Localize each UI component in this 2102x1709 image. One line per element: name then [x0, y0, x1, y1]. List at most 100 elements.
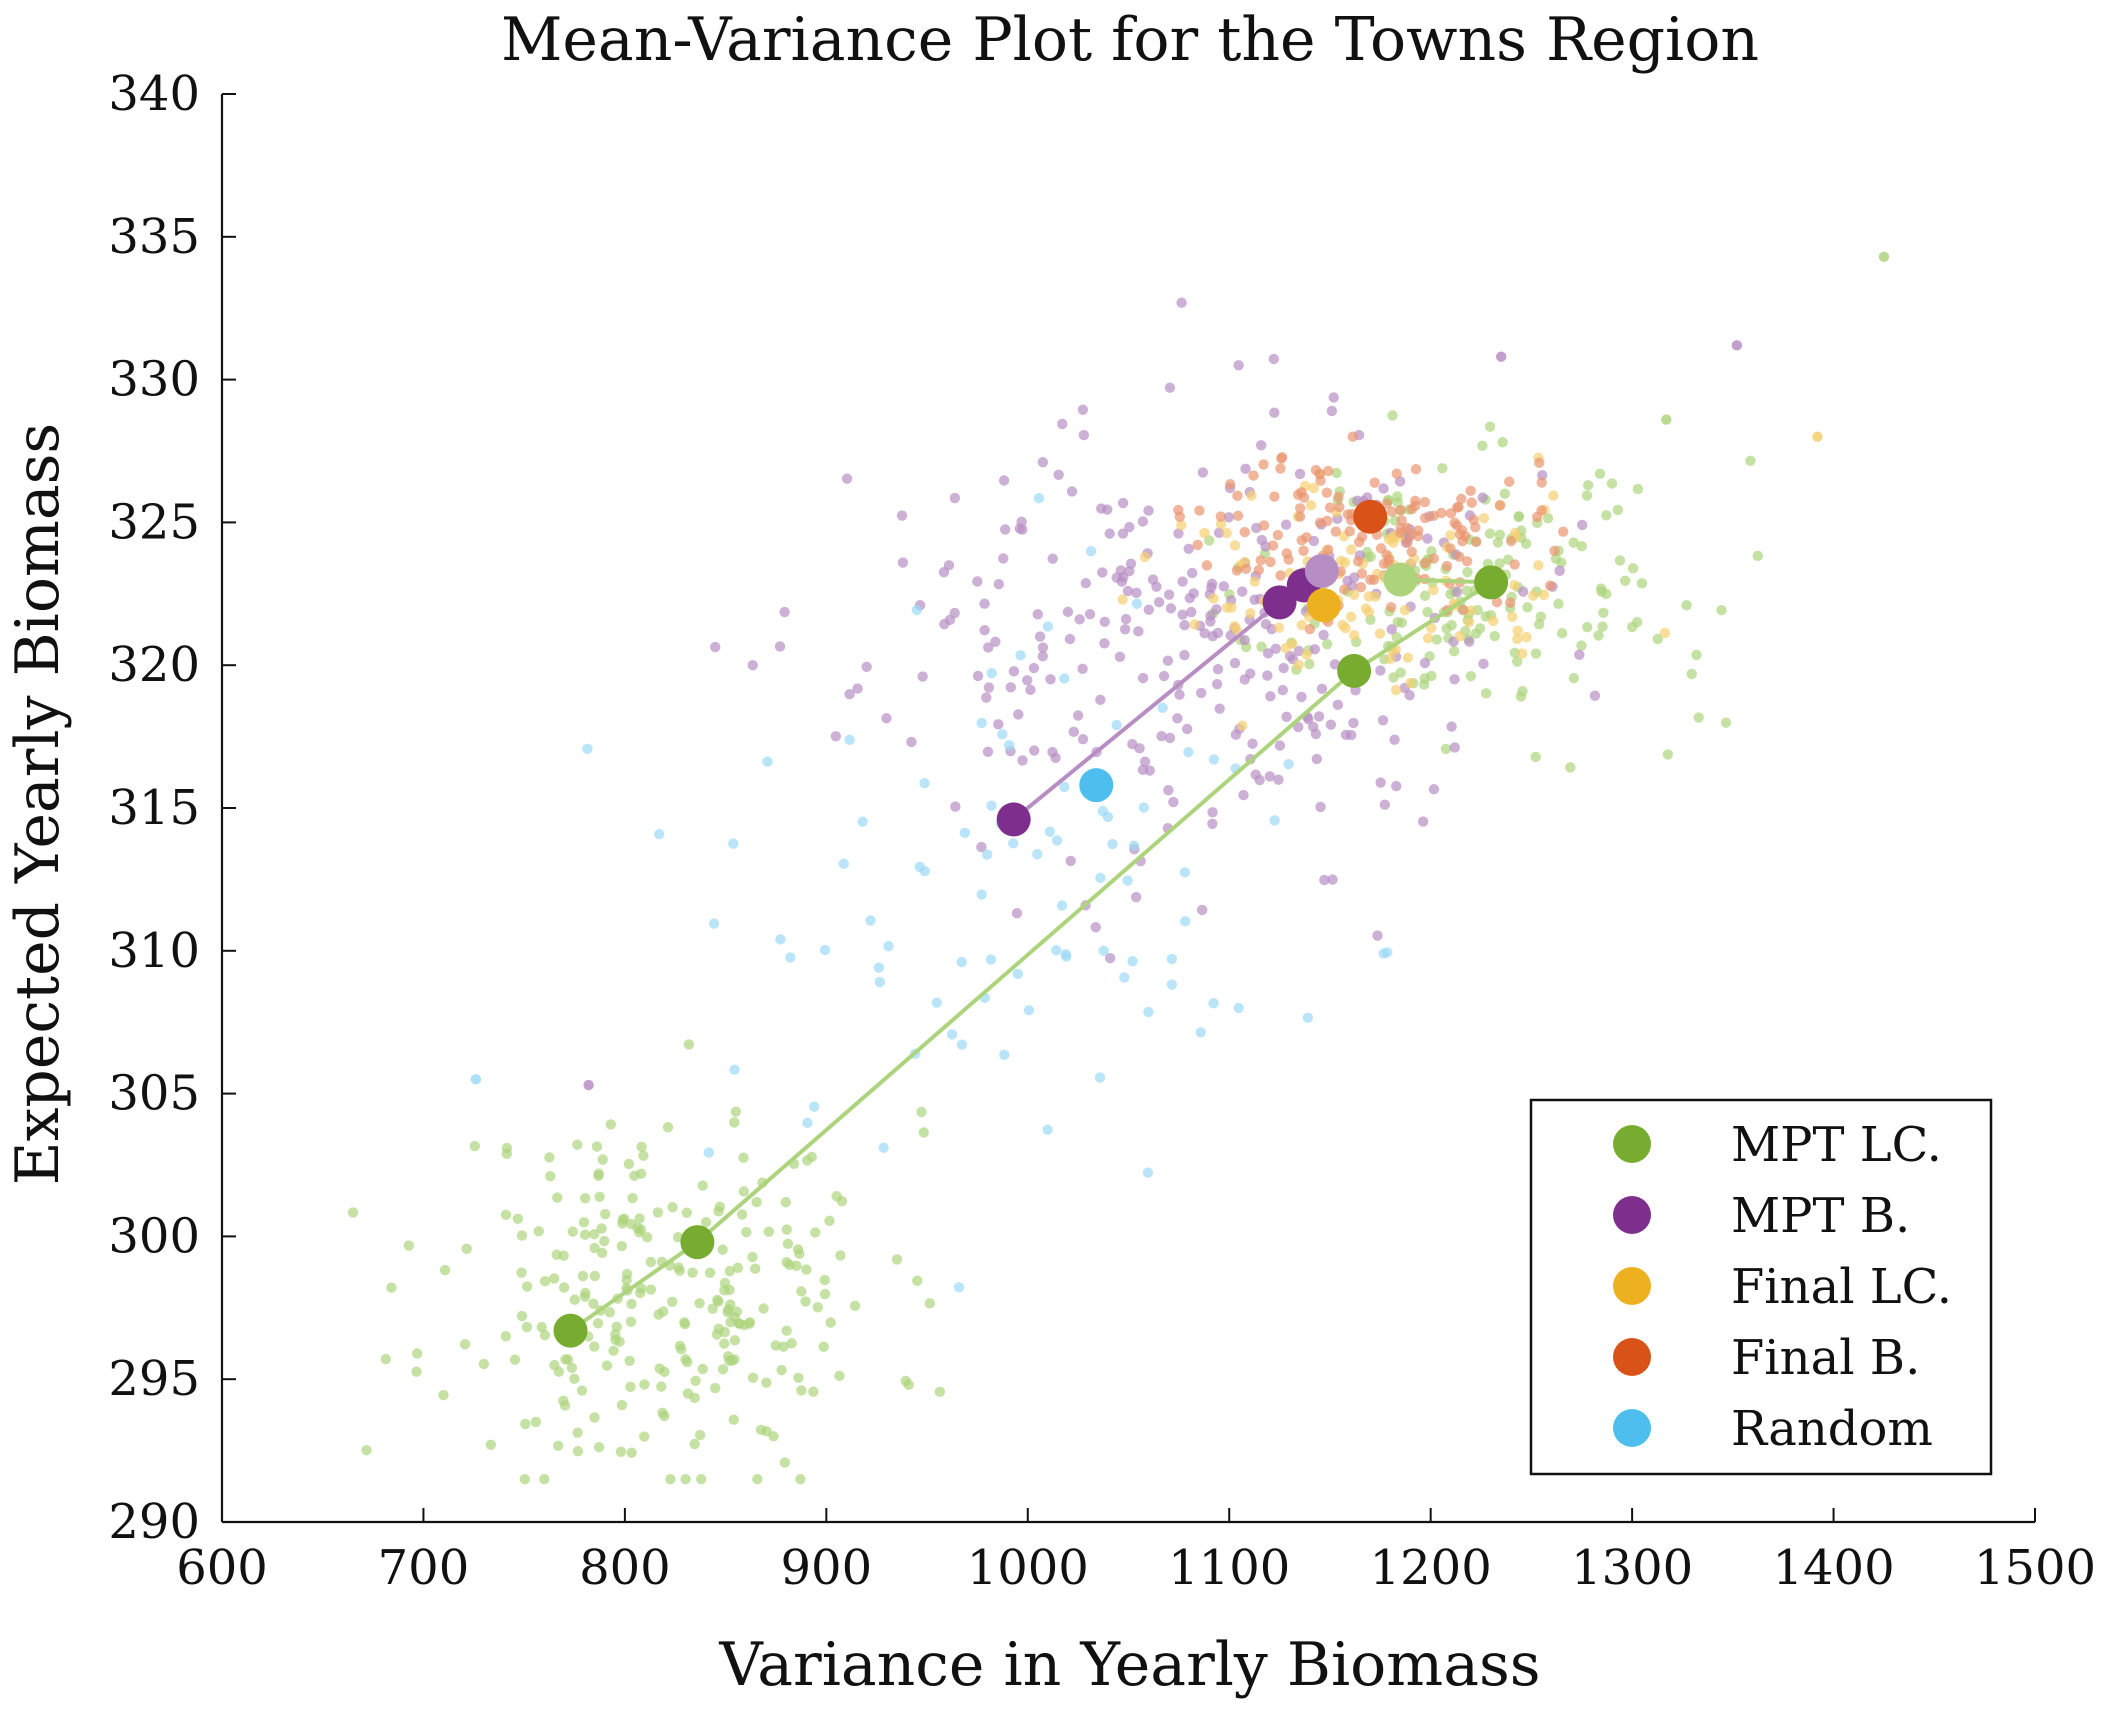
random-cloud-point	[1051, 944, 1062, 956]
mpt-lc-cloud-point	[1576, 640, 1587, 651]
random-cloud-point	[986, 668, 997, 679]
mpt-b-cloud-point	[1372, 930, 1383, 941]
mpt-b-cloud-point	[1211, 678, 1223, 690]
final-b-cloud-point	[1194, 505, 1205, 516]
final-b-cloud-point	[1557, 526, 1569, 537]
mpt-b-cloud-point	[949, 607, 960, 619]
mpt-lc-cloud-point	[469, 1140, 481, 1152]
mpt-lc-cloud-point	[694, 1429, 706, 1441]
random-highlight-point	[1079, 768, 1114, 803]
mpt-b-cloud-point	[779, 606, 790, 618]
final-b-cloud-point	[1456, 493, 1467, 505]
mpt-b-cloud-point	[1181, 723, 1193, 735]
final-b-cloud-point	[1258, 459, 1269, 470]
mpt-lc-cloud-point	[478, 1358, 490, 1370]
mpt-lc-cloud-point	[572, 1139, 583, 1150]
mpt-b-cloud-point	[1313, 711, 1325, 722]
mpt-lc-cloud-point	[516, 1267, 527, 1278]
final-lc-cloud-point	[1237, 720, 1248, 731]
random-cloud-point	[729, 1064, 740, 1075]
mpt-b-cloud-point	[1517, 586, 1529, 597]
final-b-cloud-point	[1330, 526, 1342, 537]
mpt-lc-cloud-point	[1461, 585, 1472, 596]
mpt-b-cloud-point	[1207, 807, 1218, 818]
y-tick-label: 315	[108, 780, 200, 836]
mpt-lc-cloud-point	[712, 1294, 723, 1306]
mpt-lc-cloud-point	[597, 1154, 608, 1165]
final-lc-cloud-point	[1345, 611, 1357, 623]
mpt-b-cloud-point	[1008, 666, 1020, 677]
mpt-lc-cloud-point	[656, 1381, 667, 1392]
mpt-lc-cloud-point	[687, 1267, 698, 1278]
mpt-lc-cloud-point	[614, 1336, 625, 1347]
mpt-b-cloud-point	[1104, 528, 1115, 539]
mpt-b-cloud-point	[1158, 670, 1170, 682]
final-b-cloud-point	[1410, 495, 1421, 507]
random-cloud-point	[953, 1282, 965, 1293]
mpt-lc-cloud-point	[1480, 688, 1492, 699]
mpt-lc-cloud-point	[747, 1251, 758, 1263]
random-cloud-point	[956, 1039, 968, 1050]
mpt-b-cloud-point	[1325, 719, 1337, 730]
mpt-b-cloud-point	[1249, 594, 1260, 605]
random-cloud-point	[1378, 948, 1389, 959]
mpt-b-cloud-point	[1068, 726, 1079, 738]
mpt-lc-cloud-point	[1686, 668, 1697, 680]
mpt-b-cloud-point	[830, 731, 842, 742]
mpt-lc-cloud-point	[521, 1321, 533, 1333]
mpt-b-cloud-point	[1047, 553, 1058, 564]
random-cloud-point	[931, 997, 942, 1008]
mpt-b-cloud-point	[1464, 636, 1475, 647]
mpt-lc-cloud-point	[723, 1304, 734, 1315]
mpt-b-cloud-point	[1262, 648, 1274, 659]
mpt-lc-cloud-point	[690, 1375, 701, 1387]
final-b-cloud-point	[1445, 543, 1456, 554]
mpt-lc-cloud-point	[1388, 672, 1399, 683]
mpt-lc-cloud-point	[1612, 504, 1624, 516]
mpt-lc-cloud-point	[616, 1399, 628, 1411]
mpt-lc-cloud-point	[639, 1379, 650, 1390]
final-lc-cloud-point	[1117, 594, 1128, 605]
final-lc-cloud-point	[1512, 625, 1523, 636]
mpt-lc-cloud-point	[597, 1247, 608, 1259]
final-lc-cloud-point	[1221, 527, 1232, 539]
mpt-lc-cloud-point	[713, 1206, 724, 1217]
final-b-cloud-point	[1491, 596, 1503, 608]
mpt-lc-cloud-point	[569, 1373, 580, 1384]
mpt-lc-cloud-point	[579, 1192, 591, 1204]
mpt-lc-cloud-point	[700, 1217, 712, 1228]
mpt-b-cloud-point	[950, 801, 961, 812]
final-b-cloud-point	[1298, 492, 1310, 503]
random-cloud-point	[1094, 1072, 1106, 1083]
mpt-lc-cloud-point	[1530, 648, 1542, 659]
y-tick-label: 290	[108, 1494, 200, 1550]
random-cloud-point	[874, 976, 886, 988]
mpt-lc-cloud-point	[717, 1244, 728, 1255]
mpt-b-cloud-point	[979, 598, 990, 609]
random-cloud-point	[1283, 758, 1294, 770]
mpt-lc-cloud-point	[752, 1473, 763, 1485]
mpt-b-cloud-point	[1375, 665, 1386, 676]
y-axis-label: Expected Yearly Biomass	[3, 423, 73, 1185]
mpt-b-cloud-point	[1179, 649, 1190, 661]
mpt-lc-cloud-point	[635, 1168, 647, 1179]
mpt-lc-cloud-point	[657, 1407, 668, 1419]
mpt-b-cloud-point	[1212, 664, 1224, 675]
mpt-lc-cloud-point	[1582, 621, 1593, 633]
mpt-lc-cloud-point	[729, 1117, 740, 1128]
final-b-cloud-point	[1534, 457, 1545, 469]
legend-box	[1529, 1098, 1993, 1476]
mpt-lc-cloud-point	[512, 1213, 524, 1224]
mpt-b-cloud-point	[1117, 497, 1129, 509]
mpt-lc-cloud-point	[638, 1150, 649, 1161]
y-tick-label: 305	[108, 1066, 200, 1122]
mpt-b-cloud-point	[1214, 703, 1225, 714]
mpt-b-cloud-point	[1163, 589, 1175, 600]
mpt-b-cloud-point	[1212, 627, 1224, 639]
random-cloud-point	[1042, 621, 1054, 632]
final-lc-cloud-point	[1370, 591, 1381, 602]
mpt-b-cloud-point	[1327, 874, 1338, 885]
mpt-lc-cloud-point	[1497, 437, 1508, 448]
final-b-cloud-point	[1536, 505, 1547, 516]
final-lc-cloud-point	[1516, 648, 1528, 659]
